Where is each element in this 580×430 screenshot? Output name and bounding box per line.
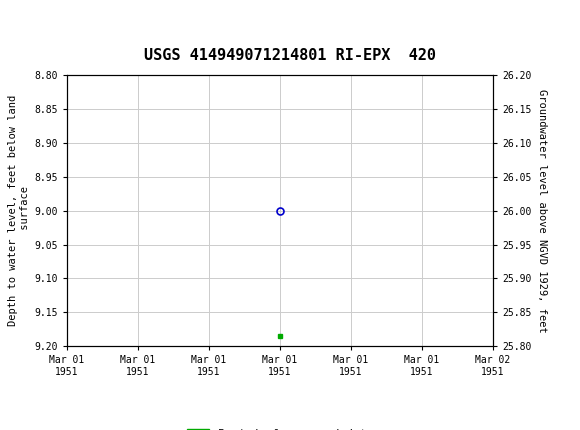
Text: ≡USGS: ≡USGS — [3, 7, 53, 25]
Text: USGS 414949071214801 RI-EPX  420: USGS 414949071214801 RI-EPX 420 — [144, 49, 436, 63]
Legend: Period of approved data: Period of approved data — [182, 425, 378, 430]
Y-axis label: Groundwater level above NGVD 1929, feet: Groundwater level above NGVD 1929, feet — [537, 89, 547, 332]
Y-axis label: Depth to water level, feet below land
 surface: Depth to water level, feet below land su… — [8, 95, 30, 326]
